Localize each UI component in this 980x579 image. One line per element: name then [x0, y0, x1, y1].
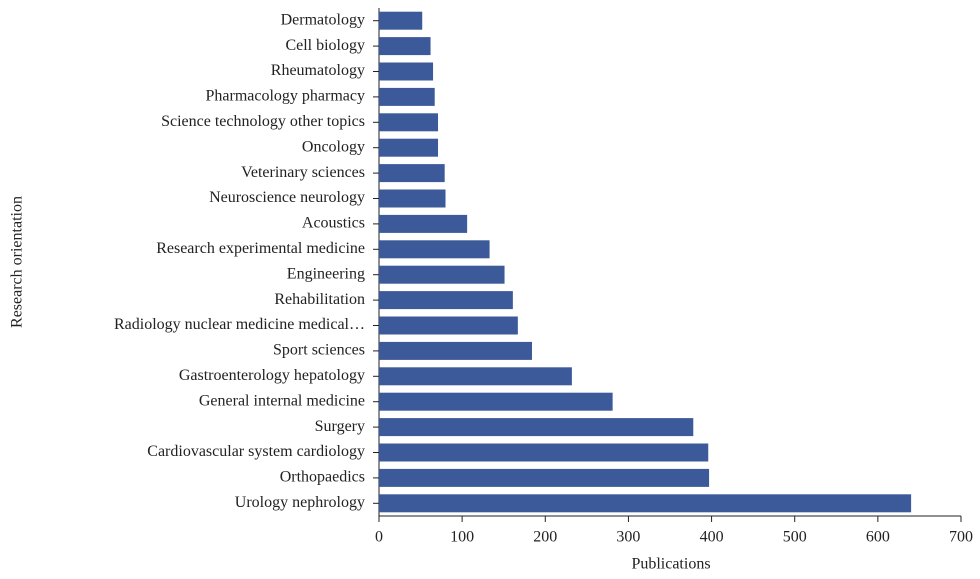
bar: [379, 189, 446, 208]
bar: [379, 494, 912, 513]
x-tick-label: 400: [700, 529, 724, 546]
bar: [379, 164, 445, 183]
x-tick-label: 200: [533, 529, 557, 546]
bar: [379, 316, 518, 335]
bar: [379, 113, 439, 132]
y-tick-label: Veterinary sciences: [241, 164, 365, 181]
bar: [379, 11, 423, 30]
bar: [379, 468, 710, 487]
y-tick-label: Cell biology: [285, 37, 365, 54]
x-tick-label: 500: [783, 529, 807, 546]
y-tick-label: Oncology: [302, 138, 365, 155]
x-tick-label: 100: [450, 529, 474, 546]
bar: [379, 138, 439, 157]
bar: [379, 265, 505, 284]
bar: [379, 341, 532, 360]
x-tick-label: 0: [375, 529, 383, 546]
y-tick-label: Science technology other topics: [161, 113, 365, 130]
y-tick-label: Rheumatology: [271, 62, 365, 79]
bar: [379, 87, 435, 106]
x-tick-label: 600: [866, 529, 890, 546]
bar: [379, 418, 694, 437]
bar: [379, 392, 613, 411]
bar: [379, 37, 431, 56]
y-tick-label: Engineering: [287, 265, 365, 282]
x-tick-label: 300: [616, 529, 640, 546]
y-tick-label: Urology nephrology: [235, 494, 365, 511]
y-tick-label: Rehabilitation: [274, 291, 365, 308]
y-tick-label: Research experimental medicine: [156, 240, 365, 257]
y-tick-label: General internal medicine: [199, 392, 365, 409]
y-tick-label: Radiology nuclear medicine medical…: [114, 316, 365, 333]
y-tick-label: Neuroscience neurology: [209, 189, 365, 206]
bar: [379, 367, 572, 386]
x-axis-label: Publications: [631, 556, 710, 573]
y-tick-label: Sport sciences: [273, 342, 365, 359]
bar: [379, 214, 468, 233]
y-tick-label: Cardiovascular system cardiology: [147, 443, 365, 460]
bar: [379, 291, 513, 310]
bar: [379, 443, 709, 462]
y-tick-label: Surgery: [315, 418, 365, 435]
y-axis-label: Research orientation: [9, 196, 26, 328]
y-tick-label: Acoustics: [302, 215, 365, 232]
y-tick-label: Gastroenterology hepatology: [179, 367, 365, 384]
bar: [379, 62, 434, 81]
bar: [379, 240, 490, 259]
y-tick-label: Orthopaedics: [280, 469, 365, 486]
y-tick-label: Pharmacology pharmacy: [206, 88, 366, 105]
x-tick-label: 700: [949, 529, 973, 546]
y-tick-label: Dermatology: [281, 11, 365, 28]
